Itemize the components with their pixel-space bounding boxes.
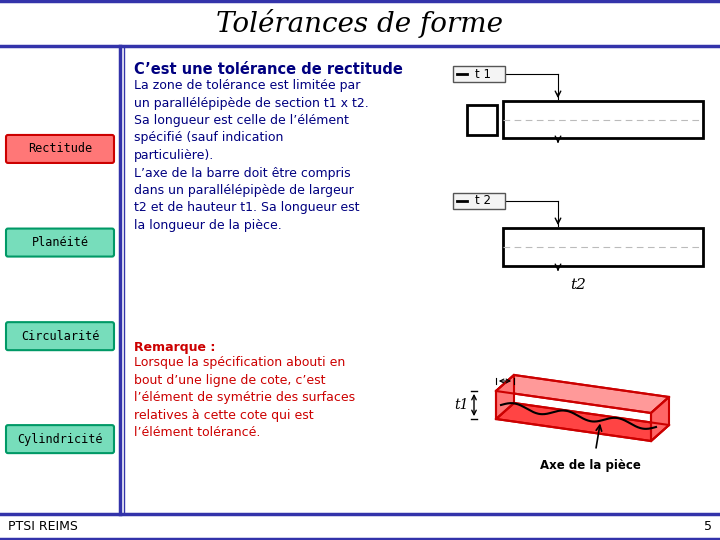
Text: Tolérances de forme: Tolérances de forme — [217, 9, 503, 37]
Text: Cylindricité: Cylindricité — [17, 433, 103, 446]
Text: PTSI REIMS: PTSI REIMS — [8, 521, 78, 534]
Text: La zone de tolérance est limitée par
un parallélépipède de section t1 x t2.
Sa l: La zone de tolérance est limitée par un … — [134, 79, 369, 232]
Bar — [453, 193, 505, 209]
Text: 5: 5 — [704, 521, 712, 534]
Text: Axe de la pièce: Axe de la pièce — [540, 458, 641, 471]
Bar — [453, 66, 505, 82]
Polygon shape — [496, 403, 669, 441]
Bar — [503, 101, 703, 138]
FancyBboxPatch shape — [6, 135, 114, 163]
Bar — [0, 0, 720, 46]
Text: C’est une tolérance de rectitude: C’est une tolérance de rectitude — [134, 62, 403, 77]
Polygon shape — [496, 375, 514, 419]
Text: t2: t2 — [570, 278, 586, 292]
Text: t 2: t 2 — [475, 194, 491, 207]
Bar — [467, 105, 497, 134]
Text: Planéité: Planéité — [32, 236, 89, 249]
Text: Remarque :: Remarque : — [134, 341, 215, 354]
Text: Rectitude: Rectitude — [28, 143, 92, 156]
Polygon shape — [651, 397, 669, 441]
Bar — [503, 228, 703, 266]
FancyBboxPatch shape — [6, 425, 114, 453]
FancyBboxPatch shape — [6, 322, 114, 350]
Polygon shape — [496, 375, 669, 413]
Text: Circularité: Circularité — [21, 329, 99, 343]
Text: t1: t1 — [454, 398, 469, 412]
Text: t 1: t 1 — [475, 68, 491, 80]
Bar — [0, 514, 720, 540]
FancyBboxPatch shape — [6, 228, 114, 256]
Bar — [0, 46, 720, 514]
Text: Lorsque la spécification abouti en
bout d’une ligne de cote, c’est
l’élément de : Lorsque la spécification abouti en bout … — [134, 356, 355, 439]
